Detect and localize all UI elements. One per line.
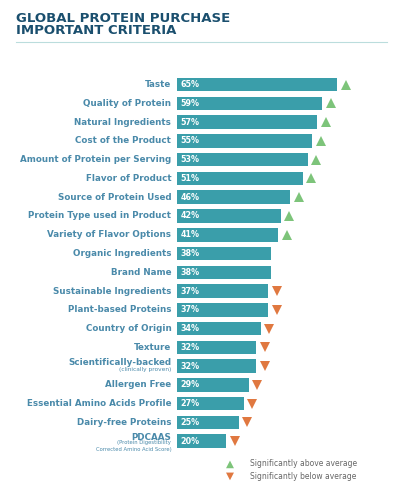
Bar [177, 134, 312, 148]
Text: Allergen Free: Allergen Free [105, 380, 171, 389]
Text: Variety of Flavor Options: Variety of Flavor Options [47, 230, 171, 239]
Text: 65%: 65% [180, 80, 199, 89]
Bar [177, 416, 239, 429]
Bar [177, 153, 307, 167]
Text: 20%: 20% [180, 436, 199, 445]
Bar [177, 359, 256, 373]
Bar [177, 209, 280, 223]
Text: Quality of Protein: Quality of Protein [83, 99, 171, 108]
Text: PDCAAS: PDCAAS [131, 433, 171, 441]
Text: 55%: 55% [180, 136, 199, 145]
Text: 27%: 27% [180, 399, 199, 408]
Text: Flavor of Product: Flavor of Product [86, 174, 171, 183]
Text: 41%: 41% [180, 230, 199, 239]
Text: Significantly above average: Significantly above average [250, 459, 357, 468]
Bar [177, 172, 303, 185]
Bar [177, 303, 268, 316]
Text: Cost of the Product: Cost of the Product [75, 136, 171, 145]
Text: GLOBAL PROTEIN PURCHASE: GLOBAL PROTEIN PURCHASE [16, 12, 231, 25]
Text: 53%: 53% [180, 155, 199, 164]
Text: IMPORTANT CRITERIA: IMPORTANT CRITERIA [16, 24, 177, 37]
Text: Source of Protein Used: Source of Protein Used [58, 193, 171, 202]
Text: Significantly below average: Significantly below average [250, 472, 356, 481]
Bar [177, 78, 337, 91]
Text: Dairy-free Proteins: Dairy-free Proteins [77, 418, 171, 427]
Text: 57%: 57% [180, 118, 199, 126]
Text: 29%: 29% [180, 380, 199, 389]
Text: Country of Origin: Country of Origin [85, 324, 171, 333]
Bar [177, 378, 249, 391]
Text: 25%: 25% [180, 418, 199, 427]
Text: 38%: 38% [180, 249, 199, 258]
Bar [177, 322, 261, 335]
Text: Brand Name: Brand Name [111, 268, 171, 277]
Text: 32%: 32% [180, 362, 199, 371]
Text: 46%: 46% [180, 193, 199, 202]
Bar [177, 397, 244, 410]
Text: Sustainable Ingredients: Sustainable Ingredients [53, 287, 171, 296]
Bar [177, 284, 268, 298]
Text: ▼: ▼ [226, 471, 234, 481]
Bar [177, 116, 318, 129]
Text: 37%: 37% [180, 287, 199, 296]
Text: 34%: 34% [180, 324, 199, 333]
Text: Essential Amino Acids Profile: Essential Amino Acids Profile [27, 399, 171, 408]
Text: Natural Ingredients: Natural Ingredients [75, 118, 171, 126]
Bar [177, 434, 226, 448]
Text: (Protein Digestibility
Corrected Amino Acid Score): (Protein Digestibility Corrected Amino A… [96, 440, 171, 451]
Text: Protein Type used in Product: Protein Type used in Product [28, 211, 171, 221]
Text: Organic Ingredients: Organic Ingredients [73, 249, 171, 258]
Text: Taste: Taste [145, 80, 171, 89]
Text: 38%: 38% [180, 268, 199, 277]
Text: (clinically proven): (clinically proven) [119, 367, 171, 372]
Text: Texture: Texture [134, 343, 171, 352]
Text: 32%: 32% [180, 343, 199, 352]
Bar [177, 265, 271, 279]
Text: 51%: 51% [180, 174, 199, 183]
Text: Amount of Protein per Serving: Amount of Protein per Serving [20, 155, 171, 164]
Bar [177, 228, 278, 242]
Bar [177, 97, 322, 110]
Text: ▲: ▲ [226, 459, 234, 469]
Text: Plant-based Proteins: Plant-based Proteins [68, 305, 171, 314]
Bar [177, 341, 256, 354]
Text: Scientifically-backed: Scientifically-backed [68, 358, 171, 367]
Bar [177, 190, 290, 204]
Text: 37%: 37% [180, 305, 199, 314]
Text: 59%: 59% [180, 99, 199, 108]
Text: 42%: 42% [180, 211, 199, 221]
Bar [177, 247, 271, 260]
